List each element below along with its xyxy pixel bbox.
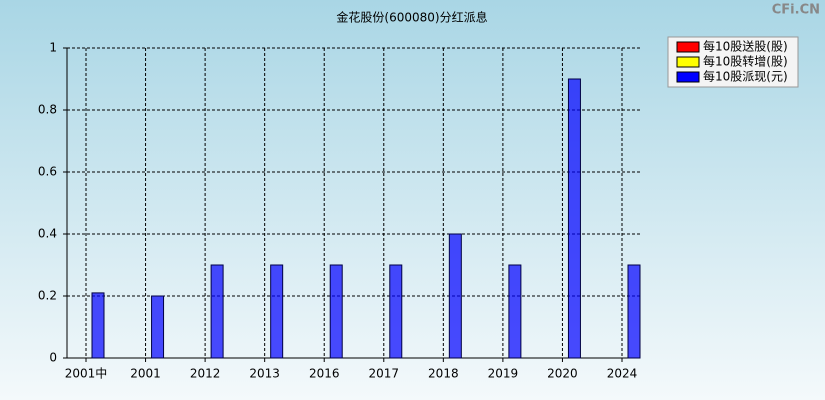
y-tick-label: 0 (49, 351, 57, 365)
watermark: CFi.CN (772, 3, 820, 18)
legend-swatch (676, 56, 700, 68)
bar (270, 264, 284, 359)
x-tick-label: 2018 (428, 367, 459, 381)
x-tick-label: 2001 (130, 367, 161, 381)
bar (91, 292, 105, 359)
bar (151, 295, 165, 359)
y-tick-label: 0.4 (38, 227, 57, 241)
x-tick-label: 2020 (547, 367, 578, 381)
x-tick-label: 2024 (607, 367, 638, 381)
legend-label: 每10股派现(元) (703, 69, 788, 84)
y-tick-label: 0.6 (38, 165, 57, 179)
x-tick-label: 2019 (488, 367, 519, 381)
bar (329, 264, 343, 359)
bar (567, 78, 581, 359)
bar (448, 233, 462, 359)
y-tick-label: 0.8 (38, 103, 57, 117)
bar (508, 264, 522, 359)
bar (210, 264, 224, 359)
bar (627, 264, 641, 359)
bar (389, 264, 403, 359)
x-tick-label: 2001中 (65, 366, 108, 381)
y-tick-label: 1 (49, 41, 57, 55)
legend-label: 每10股送股(股) (703, 39, 788, 54)
legend-swatch (676, 41, 700, 53)
x-tick-label: 2013 (249, 367, 280, 381)
y-tick-label: 0.2 (38, 289, 57, 303)
legend-label: 每10股转增(股) (703, 54, 788, 69)
chart-title: 金花股份(600080)分红派息 (336, 10, 487, 25)
x-tick-label: 2016 (309, 367, 340, 381)
x-tick-label: 2017 (369, 367, 400, 381)
x-tick-label: 2012 (190, 367, 221, 381)
legend-swatch (676, 71, 700, 83)
